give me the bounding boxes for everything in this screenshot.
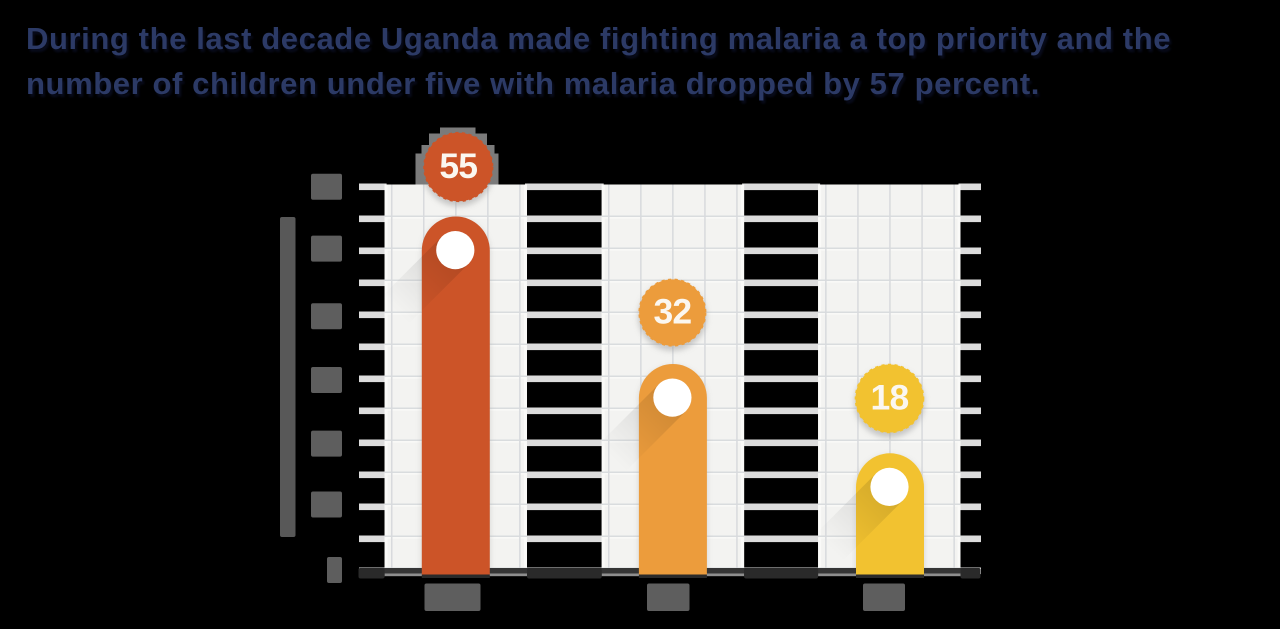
svg-text:32: 32 [653, 291, 691, 331]
svg-text:18: 18 [871, 377, 909, 417]
svg-text:55: 55 [439, 146, 477, 186]
